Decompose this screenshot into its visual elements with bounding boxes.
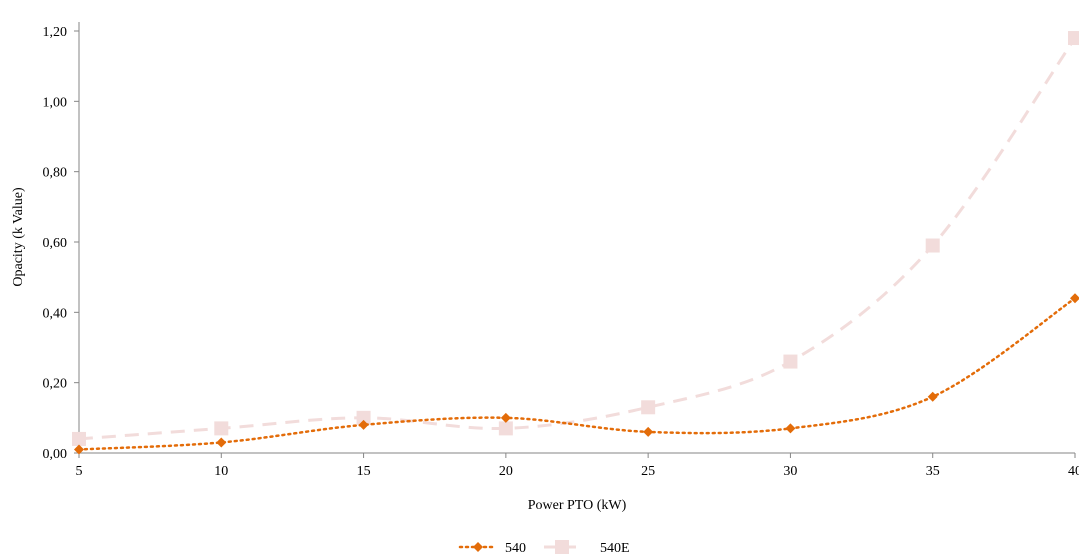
legend-item-540: 540 — [458, 541, 526, 556]
data-point-540 — [500, 412, 511, 423]
y-ticks: 0,00 0,20 0,40 0,60 0,80 1,00 1,20 — [43, 25, 79, 462]
y-tick-label: 0,40 — [43, 306, 68, 321]
x-tick-label: 40 — [1068, 464, 1079, 479]
y-tick-label: 1,00 — [43, 95, 68, 110]
x-tick-label: 20 — [499, 464, 513, 479]
y-tick-label: 0,80 — [43, 166, 68, 181]
legend: 540 540E — [458, 540, 630, 556]
series-line-540E — [78, 37, 1077, 441]
data-point-540E — [356, 410, 371, 425]
x-tick-label: 15 — [357, 464, 371, 479]
data-point-540E — [1068, 31, 1079, 46]
data-point-540E — [925, 238, 940, 253]
legend-marker — [473, 542, 483, 552]
data-point-540E — [641, 400, 656, 415]
y-tick-label: 0,00 — [43, 447, 68, 462]
data-point-540 — [927, 391, 938, 402]
x-tick-label: 10 — [214, 464, 228, 479]
data-point-540E — [783, 354, 798, 369]
x-tick-label: 5 — [76, 464, 83, 479]
data-point-540 — [358, 419, 369, 430]
legend-item-540E: 540E — [544, 540, 630, 556]
x-tick-label: 30 — [783, 464, 797, 479]
series-540E — [72, 31, 1079, 446]
data-point-540E — [214, 421, 229, 436]
data-point-540 — [74, 444, 84, 455]
data-point-540 — [1070, 293, 1079, 304]
data-point-540 — [643, 426, 654, 437]
data-point-540 — [216, 437, 227, 448]
legend-label: 540 — [505, 541, 526, 556]
x-tick-label: 25 — [641, 464, 655, 479]
y-axis-title: Opacity (k Value) — [11, 187, 26, 287]
legend-label: 540E — [600, 541, 630, 556]
y-tick-label: 0,20 — [43, 377, 68, 392]
y-tick-label: 1,20 — [43, 25, 68, 40]
x-ticks: 5 10 15 20 25 30 35 40 — [76, 453, 1079, 479]
legend-marker — [555, 540, 569, 554]
series-layer — [72, 31, 1079, 455]
series-540 — [74, 293, 1079, 455]
axes — [78, 22, 1075, 454]
data-point-540E — [498, 421, 513, 436]
x-axis-title: Power PTO (kW) — [528, 498, 627, 513]
y-tick-label: 0,60 — [43, 236, 68, 251]
x-tick-label: 35 — [926, 464, 940, 479]
data-point-540E — [72, 431, 86, 446]
data-point-540 — [785, 423, 796, 434]
